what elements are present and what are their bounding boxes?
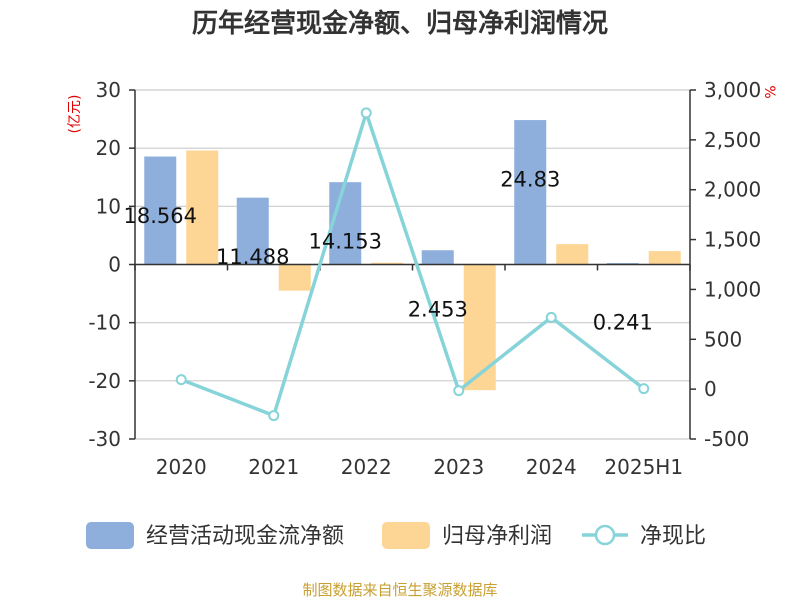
legend-swatch-profit	[382, 522, 430, 549]
legend: 经营活动现金流净额 归母净利润 净现比	[86, 522, 706, 549]
axis-lines	[134, 90, 691, 439]
right-axis-unit: %	[761, 85, 777, 98]
right-axis: 3,000 2,500 2,000 1,500 1,000 500 0 -500	[690, 78, 761, 451]
cashflow-data-label: 18.564	[124, 204, 197, 228]
ratio-point	[268, 410, 280, 422]
chart-title: 历年经营现金净额、归母净利润情况	[192, 8, 608, 39]
profit-bar	[648, 251, 681, 265]
x-tick-label: 2021	[248, 455, 299, 479]
left-tick-label: -20	[88, 369, 121, 393]
right-tick-label: 1,500	[704, 228, 761, 252]
legend-label-ratio: 净现比	[640, 524, 706, 549]
cashflow-bar	[236, 197, 269, 265]
profit-bar	[463, 264, 496, 391]
x-tick-label: 2025H1	[604, 455, 683, 479]
left-axis: 30 20 10 0 -10 -20 -30	[88, 78, 135, 451]
left-tick-label: -30	[88, 427, 121, 451]
cashflow-bar	[144, 156, 177, 265]
ratio-point	[638, 383, 650, 395]
cashflow-data-label: 24.83	[500, 167, 560, 191]
right-tick-label: 3,000	[704, 78, 761, 102]
right-tick-label: -500	[704, 427, 749, 451]
legend-swatch-cashflow	[86, 522, 134, 549]
right-tick-label: 2,000	[704, 178, 761, 202]
ratio-point	[453, 385, 465, 397]
left-tick-label: 30	[96, 78, 121, 102]
right-tick-label: 2,500	[704, 128, 761, 152]
ratio-point	[175, 374, 187, 386]
cashflow-bar	[421, 250, 454, 265]
profit-bar	[186, 150, 219, 265]
left-tick-label: 20	[96, 136, 121, 160]
x-tick-label: 2022	[341, 455, 392, 479]
ratio-point	[545, 311, 557, 323]
left-tick-label: 0	[108, 253, 121, 277]
cashflow-data-label: 11.488	[216, 245, 289, 269]
x-axis: 2020 2021 2022 2023 2024 2025H1	[156, 455, 683, 479]
x-tick-label: 2020	[156, 455, 207, 479]
profit-bar	[371, 262, 404, 265]
left-axis-unit: (亿元)	[67, 95, 83, 134]
cashflow-bar	[329, 182, 362, 265]
x-tick-label: 2024	[526, 455, 577, 479]
right-tick-label: 1,000	[704, 277, 761, 301]
ratio-point	[360, 107, 372, 119]
cashflow-data-label: 2.453	[408, 298, 468, 322]
profit-bar	[278, 264, 311, 291]
right-tick-label: 0	[704, 377, 717, 401]
left-tick-label: 10	[96, 194, 121, 218]
legend-label-profit: 归母净利润	[442, 524, 552, 549]
right-tick-label: 500	[704, 327, 742, 351]
cashflow-bar	[514, 120, 547, 265]
cashflow-data-label: 0.241	[593, 310, 653, 334]
bars	[144, 120, 681, 391]
cashflow-data-label: 14.153	[309, 229, 382, 253]
profit-bar	[556, 244, 589, 265]
legend-label-cashflow: 经营活动现金流净额	[146, 524, 344, 549]
ratio-line	[175, 107, 650, 422]
left-tick-label: -10	[88, 311, 121, 335]
legend-swatch-ratio-marker	[594, 524, 616, 546]
ratio-line-path	[180, 107, 645, 418]
source-note: 制图数据来自恒生聚源数据库	[302, 581, 497, 599]
data-labels: 18.564 11.488 14.153 2.453 24.83 0.241	[124, 167, 653, 334]
x-tick-label: 2023	[433, 455, 484, 479]
